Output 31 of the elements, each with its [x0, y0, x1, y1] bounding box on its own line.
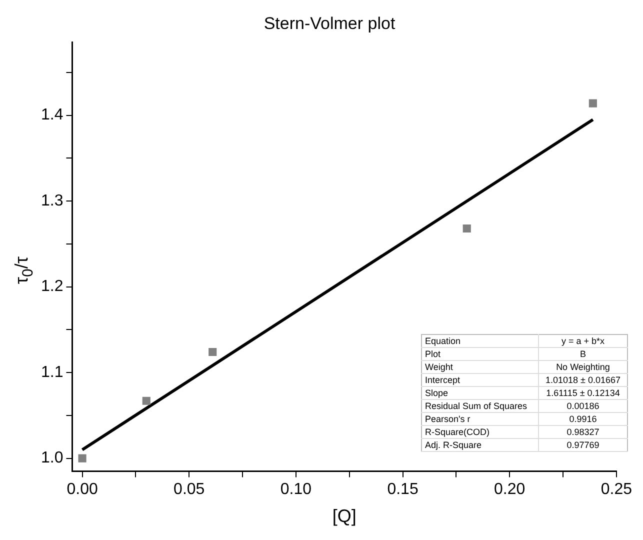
annotation: Equation: [422, 334, 538, 348]
annotation: Slope: [422, 386, 538, 400]
annotation: Intercept: [422, 374, 538, 386]
annotation: Pearson's r: [422, 412, 538, 426]
annotation: Plot: [422, 348, 538, 360]
annotation: 0.98327: [538, 426, 628, 438]
y-tick-label: 1.3: [40, 192, 64, 210]
annotation: 0.00186: [538, 400, 628, 412]
annotation: B: [538, 348, 628, 360]
y-tick-label: 1.2: [40, 278, 64, 296]
annotation: y = a + b*x: [538, 334, 628, 348]
annotation: 1.01018 ± 0.01667: [538, 374, 628, 386]
y-tick-label: 1.4: [40, 106, 64, 124]
x-tick-label: 0.05: [174, 481, 205, 498]
x-tick-label: 0.00: [66, 481, 98, 498]
annotation: 0.97769: [538, 438, 628, 452]
annotation: No Weighting: [538, 360, 628, 374]
x-tick-label: 0.15: [387, 481, 418, 498]
annotation: 0.9916: [538, 412, 628, 426]
y-tick-label: 1.0: [40, 450, 64, 467]
chart-title: Stern-Volmer plot: [264, 14, 396, 33]
annotation: Residual Sum of Squares: [422, 400, 538, 412]
annotation: 1.61115 ± 0.12134: [538, 386, 628, 400]
annotation: R-Square(COD): [422, 426, 538, 438]
annotation: Adj. R-Square: [422, 438, 538, 452]
x-axis-title: [Q]: [332, 506, 356, 526]
x-tick-label: 0.20: [494, 481, 526, 498]
annotation: Weight: [422, 360, 538, 374]
x-tick-label: 0.10: [280, 481, 312, 498]
y-tick-label: 1.1: [40, 364, 64, 381]
x-tick-label: 0.25: [600, 481, 632, 498]
